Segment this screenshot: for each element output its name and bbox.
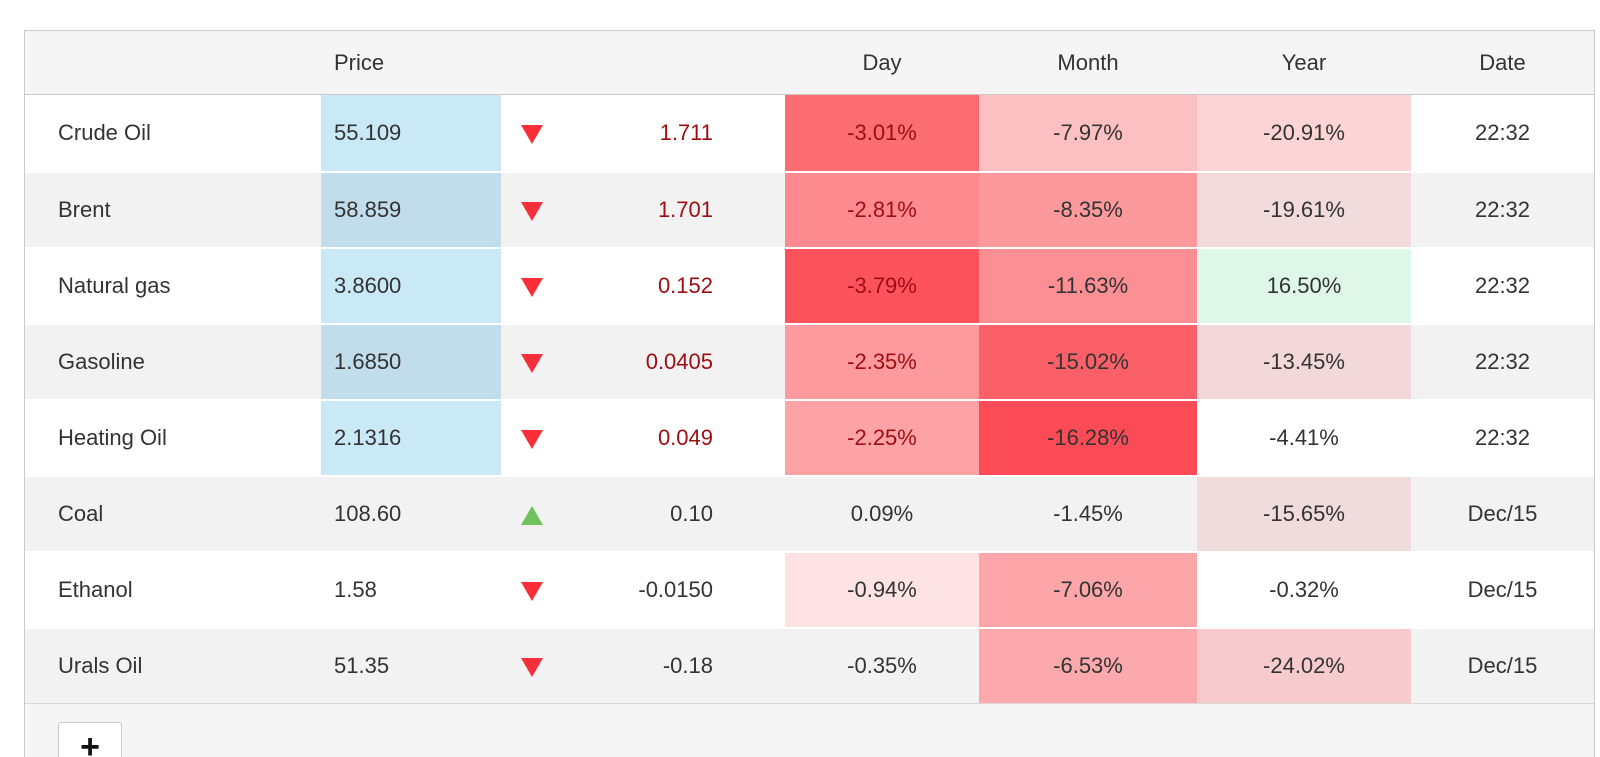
- year-change-cell: -15.65%: [1197, 475, 1411, 551]
- column-header-date: Date: [1411, 31, 1594, 95]
- month-change-cell: -11.63%: [979, 247, 1197, 323]
- direction-cell: [501, 551, 563, 627]
- year-change-cell: -20.91%: [1197, 95, 1411, 171]
- commodities-table-panel: Price Day Month Year Date Crude Oil 55.1…: [24, 30, 1595, 757]
- commodity-name[interactable]: Heating Oil: [25, 399, 321, 475]
- triangle-down-icon: [521, 277, 543, 297]
- commodity-name[interactable]: Brent: [25, 171, 321, 247]
- month-change-cell: -1.45%: [979, 475, 1197, 551]
- triangle-down-icon: [521, 201, 543, 221]
- month-change-cell: -6.53%: [979, 627, 1197, 703]
- direction-cell: [501, 171, 563, 247]
- column-header-direction: [501, 31, 563, 95]
- triangle-down-icon: [521, 657, 543, 677]
- column-header-day: Day: [785, 31, 979, 95]
- change-cell: 1.701: [563, 171, 785, 247]
- month-change-cell: -7.06%: [979, 551, 1197, 627]
- year-change-cell: -13.45%: [1197, 323, 1411, 399]
- table-footer: +: [25, 703, 1594, 757]
- month-change-cell: -7.97%: [979, 95, 1197, 171]
- triangle-down-icon: [521, 353, 543, 373]
- column-header-year: Year: [1197, 31, 1411, 95]
- price-cell: 2.1316: [321, 399, 501, 475]
- year-change-cell: -4.41%: [1197, 399, 1411, 475]
- date-cell: Dec/15: [1411, 475, 1594, 551]
- day-change-cell: -3.01%: [785, 95, 979, 171]
- column-header-change: [563, 31, 785, 95]
- day-change-cell: -0.94%: [785, 551, 979, 627]
- year-change-cell: -0.32%: [1197, 551, 1411, 627]
- change-cell: -0.18: [563, 627, 785, 703]
- price-cell: 55.109: [321, 95, 501, 171]
- date-cell: 22:32: [1474, 120, 1531, 145]
- month-change-cell: -16.28%: [979, 399, 1197, 475]
- price-cell: 1.58: [321, 551, 501, 627]
- commodities-table: Price Day Month Year Date Crude Oil 55.1…: [25, 31, 1594, 703]
- commodity-name[interactable]: Natural gas: [25, 247, 321, 323]
- table-row[interactable]: Crude Oil 55.109 1.711 -3.01% -7.97% -20…: [25, 95, 1594, 171]
- change-cell: -0.0150: [563, 551, 785, 627]
- commodity-name[interactable]: Urals Oil: [25, 627, 321, 703]
- day-change-cell: -2.81%: [785, 171, 979, 247]
- date-cell: Dec/15: [1411, 627, 1594, 703]
- year-change-cell: 16.50%: [1197, 247, 1411, 323]
- triangle-up-icon: [521, 505, 543, 525]
- date-cell: 22:32: [1411, 171, 1594, 247]
- add-commodity-button[interactable]: +: [58, 722, 122, 757]
- price-cell: 108.60: [321, 475, 501, 551]
- commodity-name[interactable]: Crude Oil: [58, 120, 151, 145]
- month-change-cell: -8.35%: [979, 171, 1197, 247]
- price-cell: 58.859: [321, 171, 501, 247]
- change-cell: 0.049: [563, 399, 785, 475]
- day-change-cell: -0.35%: [785, 627, 979, 703]
- day-change-cell: -2.25%: [785, 399, 979, 475]
- commodity-name[interactable]: Gasoline: [25, 323, 321, 399]
- direction-cell: [501, 323, 563, 399]
- commodity-name[interactable]: Ethanol: [25, 551, 321, 627]
- date-cell: 22:32: [1411, 323, 1594, 399]
- table-row[interactable]: Brent 58.859 1.701 -2.81% -8.35% -19.61%…: [25, 171, 1594, 247]
- table-row[interactable]: Urals Oil 51.35 -0.18 -0.35% -6.53% -24.…: [25, 627, 1594, 703]
- year-change-cell: -19.61%: [1197, 171, 1411, 247]
- year-change-cell: -24.02%: [1197, 627, 1411, 703]
- day-change-cell: -3.79%: [785, 247, 979, 323]
- table-row[interactable]: Coal 108.60 0.10 0.09% -1.45% -15.65% De…: [25, 475, 1594, 551]
- date-cell: 22:32: [1411, 399, 1594, 475]
- price-cell: 3.8600: [321, 247, 501, 323]
- date-cell: 22:32: [1411, 247, 1594, 323]
- direction-cell: [501, 475, 563, 551]
- table-row[interactable]: Ethanol 1.58 -0.0150 -0.94% -7.06% -0.32…: [25, 551, 1594, 627]
- day-change-cell: 0.09%: [785, 475, 979, 551]
- price-cell: 1.6850: [321, 323, 501, 399]
- column-header-price: Price: [321, 31, 501, 95]
- column-header-month: Month: [979, 31, 1197, 95]
- table-row[interactable]: Gasoline 1.6850 0.0405 -2.35% -15.02% -1…: [25, 323, 1594, 399]
- change-cell: 0.0405: [563, 323, 785, 399]
- price-cell: 51.35: [321, 627, 501, 703]
- table-header-row: Price Day Month Year Date: [25, 31, 1594, 95]
- direction-cell: [501, 627, 563, 703]
- direction-cell: [501, 95, 563, 171]
- table-row[interactable]: Heating Oil 2.1316 0.049 -2.25% -16.28% …: [25, 399, 1594, 475]
- change-cell: 1.711: [659, 120, 713, 145]
- change-cell: 0.152: [563, 247, 785, 323]
- commodity-name[interactable]: Coal: [25, 475, 321, 551]
- month-change-cell: -15.02%: [979, 323, 1197, 399]
- triangle-down-icon: [521, 429, 543, 449]
- date-cell: Dec/15: [1411, 551, 1594, 627]
- day-change-cell: -2.35%: [785, 323, 979, 399]
- change-cell: 0.10: [563, 475, 785, 551]
- triangle-down-icon: [521, 124, 543, 144]
- triangle-down-icon: [521, 581, 543, 601]
- direction-cell: [501, 399, 563, 475]
- column-header-name: [25, 31, 321, 95]
- direction-cell: [501, 247, 563, 323]
- table-row[interactable]: Natural gas 3.8600 0.152 -3.79% -11.63% …: [25, 247, 1594, 323]
